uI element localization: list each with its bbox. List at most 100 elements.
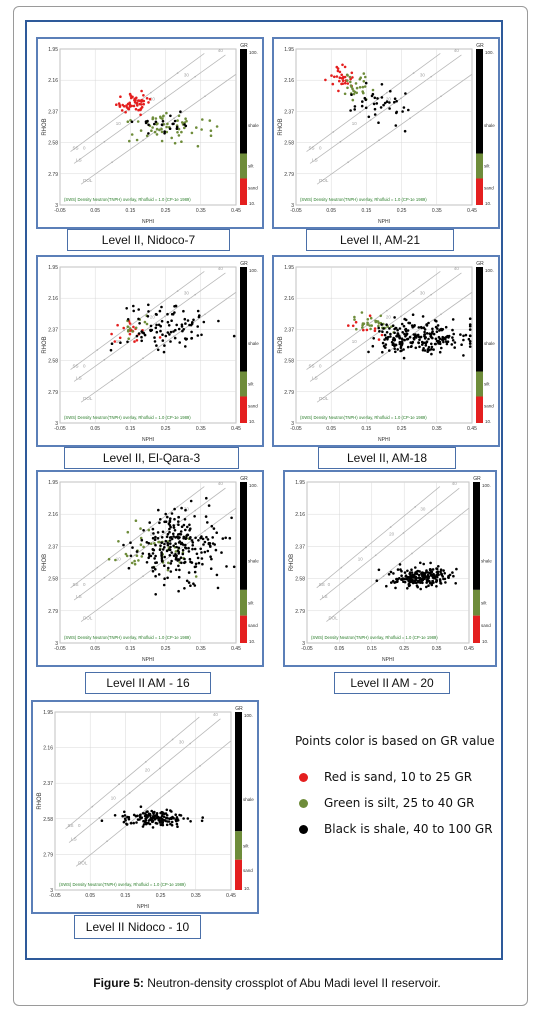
x-tick-label: 0.05: [326, 208, 336, 214]
data-point-shale: [394, 326, 397, 330]
data-point-shale: [177, 552, 180, 555]
data-point-silt: [360, 311, 364, 314]
data-point-shale: [140, 335, 143, 339]
plot-area: [59, 48, 237, 206]
x-tick-label: 0.05: [90, 646, 100, 652]
outer-frame: [13, 6, 528, 1006]
y-tick-label: 2.58: [43, 817, 53, 823]
gr-zone-label-shale: shale: [481, 559, 492, 564]
y-tick-label: 2.37: [48, 544, 58, 550]
data-point-shale: [166, 817, 169, 820]
data-point-shale: [179, 533, 183, 536]
data-point-shale: [438, 329, 441, 332]
data-point-shale: [154, 543, 157, 547]
data-point-shale: [141, 825, 145, 828]
porosity-tick: [173, 117, 175, 120]
data-point-shale: [187, 546, 190, 550]
data-point-shale: [401, 110, 404, 113]
data-point-shale: [159, 823, 163, 827]
data-point-shale: [438, 350, 442, 354]
crossplot-panel-am-18: -0.05 0.05 0.15 0.25 0.35 0.45 1.95 2.16 2.37 2.5…: [272, 255, 500, 447]
legend-label-sand: Red is sand, 10 to 25 GR: [324, 770, 473, 784]
data-point-shale: [408, 579, 411, 583]
data-point-shale: [388, 107, 391, 110]
data-point-shale: [225, 565, 228, 568]
porosity-tick: [176, 506, 179, 508]
porosity-tick: [339, 358, 342, 361]
porosity-label: 30: [420, 506, 426, 511]
data-point-shale: [170, 319, 173, 322]
data-point-shale: [194, 536, 197, 540]
porosity-tick: [400, 315, 402, 318]
data-point-silt: [176, 131, 179, 134]
data-point-silt: [117, 540, 120, 543]
data-point-silt: [145, 322, 149, 326]
data-point-shale: [420, 577, 423, 581]
data-point-shale: [423, 335, 426, 338]
data-point-shale: [158, 309, 162, 313]
data-point-shale: [156, 816, 160, 820]
porosity-tick: [378, 139, 380, 142]
x-axis-title: NPHI: [378, 219, 390, 225]
data-point-shale: [436, 570, 440, 574]
data-point-shale: [164, 334, 168, 338]
data-point-sand: [148, 97, 152, 101]
data-point-shale: [165, 549, 169, 553]
data-point-shale: [199, 536, 202, 540]
data-point-shale: [174, 553, 177, 556]
x-tick-label: 0.45: [231, 208, 241, 214]
data-point-shale: [418, 579, 421, 582]
data-point-shale: [385, 100, 389, 103]
porosity-label: 0: [319, 364, 322, 369]
data-point-shale: [206, 549, 210, 553]
data-point-sand: [336, 69, 340, 73]
data-point-sand: [122, 105, 126, 108]
data-point-shale: [439, 581, 442, 585]
data-point-silt: [215, 125, 219, 128]
data-point-shale: [381, 350, 384, 354]
data-point-shale: [445, 342, 449, 346]
x-tick-label: 0.35: [432, 208, 442, 214]
data-point-shale: [151, 552, 155, 555]
y-tick-label: 1.95: [48, 47, 58, 53]
gr-bar-title: GR: [240, 43, 248, 49]
x-tick-label: 0.45: [467, 426, 477, 432]
data-point-silt: [107, 557, 111, 561]
data-point-shale: [430, 347, 433, 351]
data-point-shale: [372, 102, 376, 106]
data-point-sand: [377, 338, 381, 341]
data-point-shale: [403, 571, 407, 574]
data-point-sand: [354, 320, 358, 324]
data-point-shale: [438, 340, 442, 344]
porosity-label: 40: [454, 48, 460, 53]
lithology-line: [80, 291, 237, 403]
data-point-shale: [434, 325, 438, 329]
porosity-label: 30: [420, 290, 426, 295]
data-point-shale: [184, 543, 187, 547]
data-point-shale: [195, 552, 199, 556]
data-point-shale: [177, 327, 181, 331]
data-point-sand: [337, 89, 340, 93]
gr-bar-bottom-label: 10.: [485, 201, 491, 206]
data-point-shale: [404, 335, 407, 338]
data-point-shale: [177, 523, 180, 526]
data-point-shale: [407, 108, 410, 112]
data-point-shale: [414, 346, 418, 350]
data-point-shale: [417, 341, 420, 344]
porosity-tick: [402, 532, 405, 534]
porosity-tick: [386, 91, 388, 94]
data-point-shale: [163, 344, 166, 347]
data-point-shale: [177, 536, 180, 539]
data-point-silt: [190, 131, 194, 135]
y-tick-label: 3: [291, 421, 294, 427]
data-point-shale: [380, 96, 384, 99]
data-point-shale: [417, 573, 421, 577]
data-point-shale: [389, 89, 392, 93]
lithology-line: [73, 272, 226, 382]
gr-bar-top-label: 100.: [249, 268, 258, 273]
data-point-shale: [395, 577, 398, 581]
y-axis-title: RHOB: [289, 554, 295, 571]
data-point-shale: [192, 582, 195, 585]
data-point-shale: [410, 568, 413, 571]
data-point-shale: [129, 821, 133, 825]
